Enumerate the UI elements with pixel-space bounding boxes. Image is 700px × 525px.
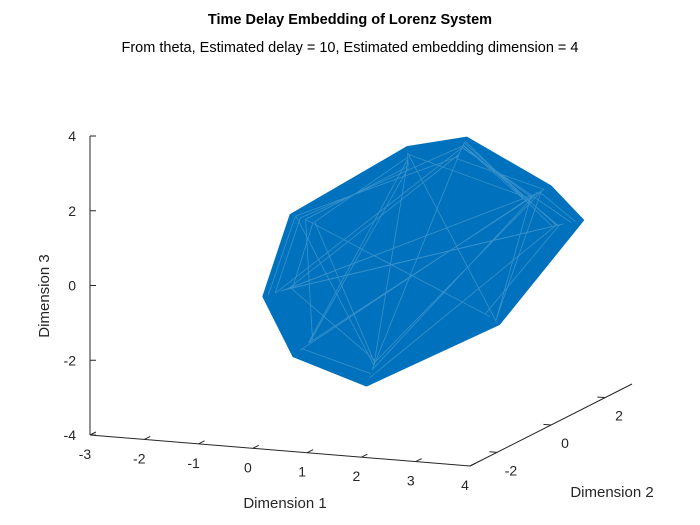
z-tick-label: -2 <box>64 352 77 368</box>
y-axis-label: Dimension 2 <box>570 484 653 501</box>
x-tick-mark <box>306 449 314 454</box>
y-tick-mark <box>597 396 606 399</box>
x-tick-label: -1 <box>187 455 200 471</box>
x-tick-label: -2 <box>133 450 146 466</box>
trajectory-envelope <box>262 136 585 387</box>
z-tick-label: 0 <box>68 278 76 294</box>
y-tick-label: -2 <box>505 462 518 478</box>
chart-title: Time Delay Embedding of Lorenz System <box>208 12 492 28</box>
y-tick-mark <box>543 423 552 426</box>
y-tick-label: 0 <box>561 435 569 451</box>
x-tick-mark <box>252 444 260 449</box>
z-tick-label: -4 <box>64 427 77 443</box>
z-tick-label: 2 <box>68 203 76 219</box>
x-tick-label: 0 <box>244 459 252 475</box>
x-tick-mark <box>361 453 368 458</box>
z-axis-label: Dimension 3 <box>36 254 53 337</box>
x-tick-label: 4 <box>461 477 469 493</box>
x-axis-line <box>89 434 471 467</box>
x-tick-mark <box>144 435 151 440</box>
x-tick-label: 1 <box>298 464 306 480</box>
chart-subtitle: From theta, Estimated delay = 10, Estima… <box>122 40 579 56</box>
tick-group: -3 -2 -1 0 1 2 3 4 -2 0 2 -4 -2 0 2 4 <box>64 128 624 493</box>
x-tick-mark <box>89 431 97 436</box>
z-tick-label: 4 <box>68 128 76 144</box>
x-tick-label: -3 <box>79 446 92 462</box>
x-axis-label: Dimension 1 <box>243 495 326 512</box>
y-tick-label: 2 <box>615 408 623 424</box>
y-tick-mark <box>489 451 498 453</box>
data-plot <box>262 136 585 387</box>
trajectory-strands <box>268 140 576 379</box>
x-tick-label: 3 <box>407 473 415 489</box>
x-tick-label: 2 <box>353 468 361 484</box>
x-tick-mark <box>469 462 477 467</box>
x-tick-mark <box>415 458 422 463</box>
x-tick-mark <box>198 440 205 445</box>
